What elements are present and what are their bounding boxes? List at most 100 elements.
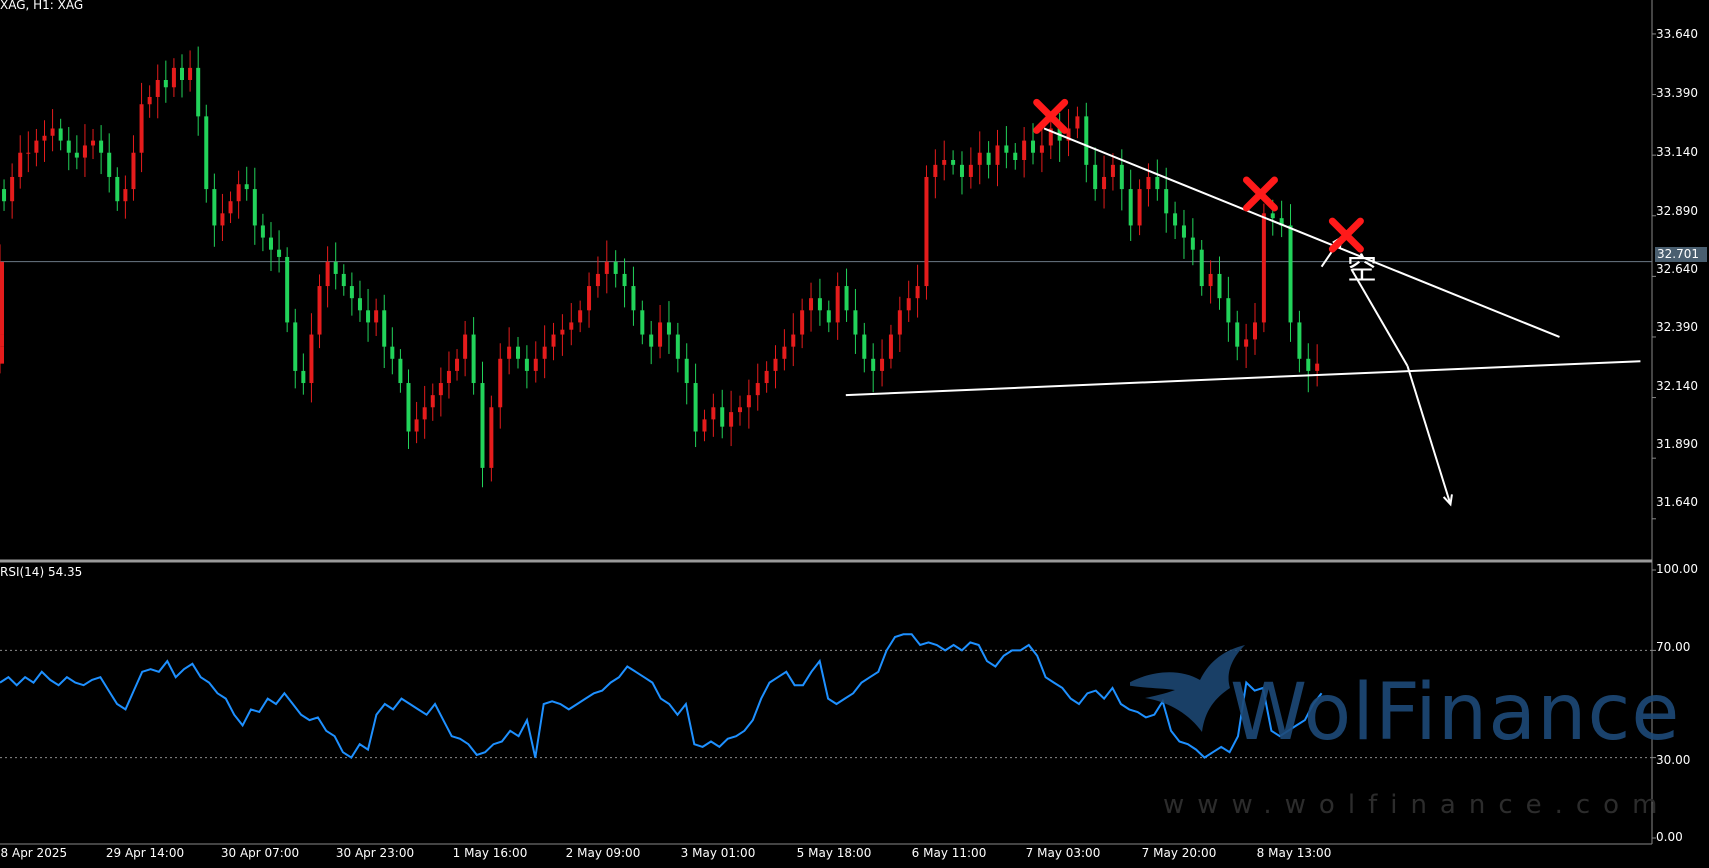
candle-body xyxy=(844,286,849,311)
candle-body xyxy=(1306,358,1311,371)
candle-body xyxy=(675,334,680,359)
candle-body xyxy=(1217,273,1222,299)
candle-body xyxy=(1084,116,1089,165)
candle-body xyxy=(578,310,583,323)
candle-body xyxy=(693,383,698,432)
candle-body xyxy=(82,145,87,158)
candle-body xyxy=(746,395,751,408)
x-tick-label: 30 Apr 07:00 xyxy=(220,846,300,860)
candle-body xyxy=(622,273,627,287)
candle-body xyxy=(66,140,71,153)
candle-body xyxy=(1270,213,1275,219)
y-tick-label: 32.140 xyxy=(1656,379,1698,393)
candle-body xyxy=(1173,213,1178,226)
candle-body xyxy=(1253,322,1258,340)
main-chart-title: XAG, H1: XAG xyxy=(0,0,84,12)
candle-body xyxy=(212,189,217,226)
candle-body xyxy=(333,261,338,274)
candle-body xyxy=(1164,189,1169,214)
x-tick-label: 30 Apr 23:00 xyxy=(335,846,415,860)
candle-body xyxy=(595,273,600,287)
candle-body xyxy=(1013,152,1018,160)
candle-body xyxy=(196,67,201,117)
candle-body xyxy=(737,407,742,413)
red-x-mark xyxy=(1242,176,1278,212)
candle-body xyxy=(524,358,529,371)
candle-body xyxy=(888,334,893,359)
candle-body xyxy=(1066,128,1071,141)
candle-body xyxy=(1190,237,1195,250)
candle-body xyxy=(1022,140,1027,160)
candle-body xyxy=(325,261,330,287)
candle-body xyxy=(507,346,512,359)
candle-body xyxy=(1102,176,1107,190)
candle-body xyxy=(471,334,476,384)
candle-body xyxy=(2,189,7,202)
candle-body xyxy=(871,358,876,371)
candle-body xyxy=(357,298,362,311)
candle-body xyxy=(959,164,964,177)
candle-body xyxy=(309,334,314,384)
candle-body xyxy=(1199,249,1204,287)
y-tick-label: 33.140 xyxy=(1656,145,1698,159)
candle-body xyxy=(74,152,79,158)
candle-body xyxy=(915,286,920,299)
y-tick-label: 32.890 xyxy=(1656,204,1698,218)
grid-layer xyxy=(0,0,1656,845)
rsi-tick-label: 70.00 xyxy=(1656,640,1691,654)
candle-body xyxy=(180,67,185,80)
candle-body xyxy=(1244,339,1249,347)
x-tick-label: 8 May 13:00 xyxy=(1256,846,1332,860)
rsi-title: RSI(14) 54.35 xyxy=(0,565,83,579)
current-price-badge: 32.701 xyxy=(1655,247,1707,262)
x-tick-label: 7 May 20:00 xyxy=(1141,846,1217,860)
annotations-layer xyxy=(845,98,1641,507)
candle-body xyxy=(1004,145,1009,153)
candle-body xyxy=(1137,189,1142,226)
candle-body xyxy=(968,164,973,177)
candle-body xyxy=(34,140,39,153)
watermark-brand: WolFinance xyxy=(1230,668,1681,758)
candle-body xyxy=(252,189,257,226)
candle-body xyxy=(862,334,867,359)
candle-body xyxy=(131,152,136,190)
x-tick-label: 2 May 09:00 xyxy=(565,846,641,860)
x-tick-label: 29 Apr 14:00 xyxy=(105,846,185,860)
candle-body xyxy=(817,298,822,311)
x-tick-label: 7 May 03:00 xyxy=(1025,846,1101,860)
red-x-mark xyxy=(1328,217,1364,253)
candles-layer xyxy=(0,46,1320,488)
arrow-down xyxy=(1406,365,1452,505)
candle-body xyxy=(1155,176,1160,190)
x-tick-label: 3 May 01:00 xyxy=(680,846,756,860)
candle-body xyxy=(684,358,689,384)
candle-body xyxy=(666,322,671,335)
candle-body xyxy=(0,261,4,335)
candle-body xyxy=(163,80,168,88)
candle-body xyxy=(293,322,298,371)
candle-body xyxy=(995,145,1000,165)
candle-body xyxy=(220,213,225,226)
candle-body xyxy=(382,310,387,347)
candle-body xyxy=(702,419,707,432)
candle-body xyxy=(317,286,322,335)
candle-body xyxy=(115,176,120,202)
candle-body xyxy=(809,298,814,311)
candle-body xyxy=(374,310,379,323)
candle-body xyxy=(1031,140,1036,153)
candle-body xyxy=(1226,298,1231,323)
candle-body xyxy=(551,334,556,347)
candle-body xyxy=(1288,225,1293,323)
candle-body xyxy=(349,286,354,299)
support-trendline xyxy=(845,360,1641,397)
candle-body xyxy=(880,358,885,371)
candle-body xyxy=(260,225,265,238)
candle-body xyxy=(10,176,15,202)
y-tick-label: 31.640 xyxy=(1656,495,1698,509)
candle-body xyxy=(18,152,23,177)
candle-body xyxy=(489,407,494,468)
candle-body xyxy=(139,104,144,153)
candle-body xyxy=(1181,225,1186,238)
candle-body xyxy=(277,249,282,257)
